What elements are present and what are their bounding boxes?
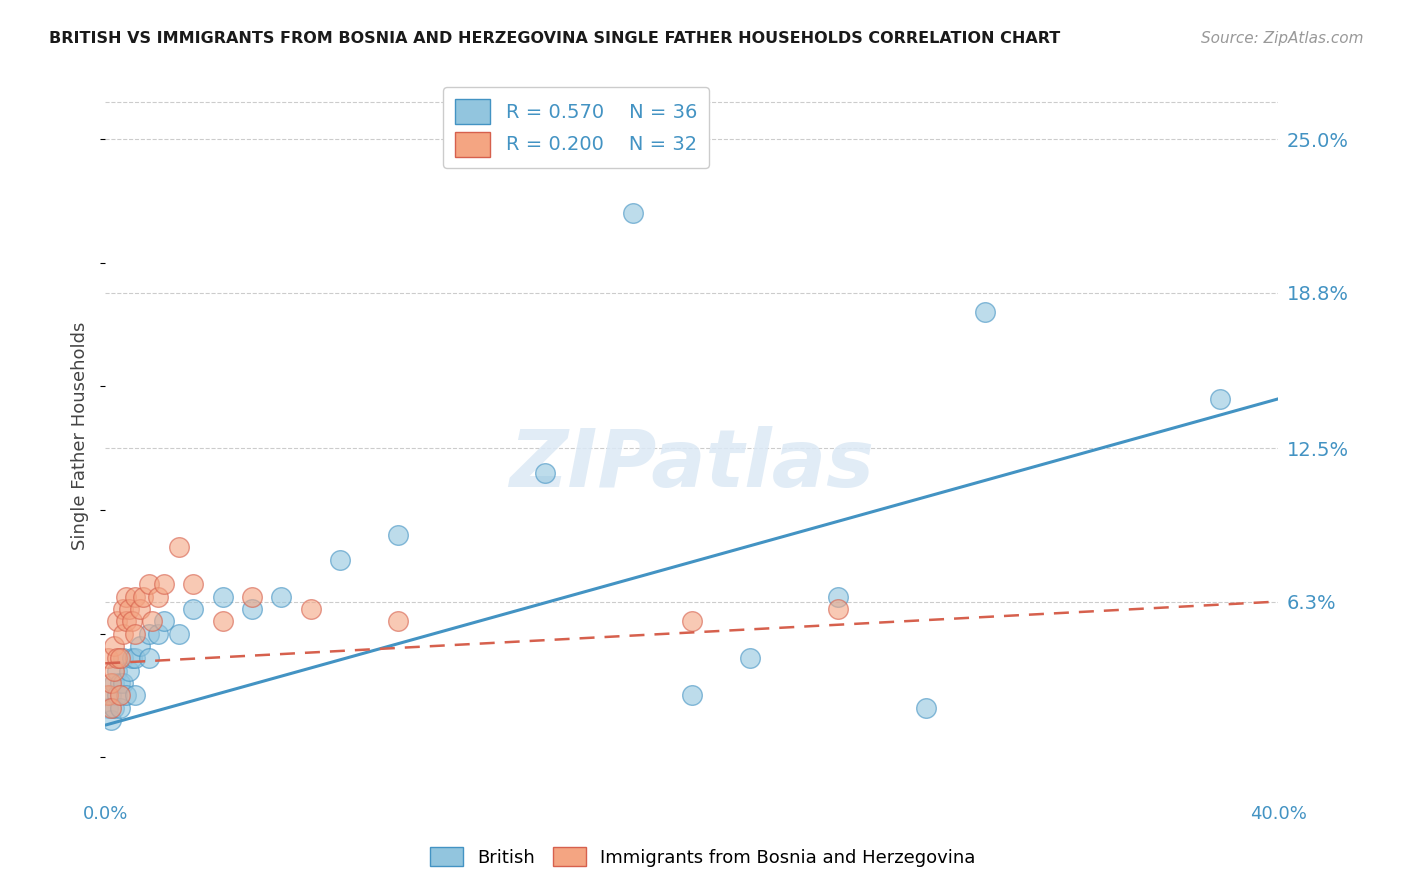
Point [129,639,152,653]
Point [124,651,146,665]
Point [153,615,176,629]
Point [121,615,143,629]
Point [124,689,146,703]
Point [121,651,143,665]
Point [100,701,122,715]
Point [100,713,122,727]
Point [114,689,136,703]
Point [124,590,146,604]
Point [167,626,190,640]
Point [100,676,122,690]
Point [915,701,938,715]
Point [103,639,125,653]
Point [681,689,703,703]
Point [108,651,131,665]
Point [329,552,352,566]
Point [97,651,120,665]
Point [129,602,152,616]
Point [105,615,128,629]
Point [270,590,292,604]
Point [138,651,160,665]
Point [387,615,409,629]
Text: Source: ZipAtlas.com: Source: ZipAtlas.com [1201,31,1364,46]
Text: ZIPatlas: ZIPatlas [509,425,875,504]
Y-axis label: Single Father Households: Single Father Households [72,322,89,550]
Point [105,689,128,703]
Point [141,615,163,629]
Point [111,651,134,665]
Point [105,651,128,665]
Point [153,577,176,591]
Point [97,701,120,715]
Point [138,626,160,640]
Point [111,626,134,640]
Point [211,615,233,629]
Point [181,577,204,591]
Point [114,615,136,629]
Point [146,590,169,604]
Point [103,664,125,678]
Point [97,689,120,703]
Point [974,305,997,319]
Point [118,602,141,616]
Point [740,651,762,665]
Point [124,626,146,640]
Point [100,689,122,703]
Point [621,206,644,220]
Point [105,664,128,678]
Point [108,689,131,703]
Point [167,540,190,554]
Point [118,664,141,678]
Point [299,602,322,616]
Point [114,590,136,604]
Point [138,577,160,591]
Point [108,701,131,715]
Point [181,602,204,616]
Point [111,676,134,690]
Legend: British, Immigrants from Bosnia and Herzegovina: British, Immigrants from Bosnia and Herz… [423,840,983,874]
Point [211,590,233,604]
Point [103,676,125,690]
Text: BRITISH VS IMMIGRANTS FROM BOSNIA AND HERZEGOVINA SINGLE FATHER HOUSEHOLDS CORRE: BRITISH VS IMMIGRANTS FROM BOSNIA AND HE… [49,31,1060,46]
Point [681,615,703,629]
Point [827,602,849,616]
Point [132,590,155,604]
Point [108,676,131,690]
Point [103,701,125,715]
Point [146,626,169,640]
Point [534,466,557,480]
Point [1208,392,1230,406]
Point [387,528,409,542]
Legend: R = 0.570    N = 36, R = 0.200    N = 32: R = 0.570 N = 36, R = 0.200 N = 32 [443,87,709,169]
Point [240,590,263,604]
Point [111,602,134,616]
Point [827,590,849,604]
Point [240,602,263,616]
